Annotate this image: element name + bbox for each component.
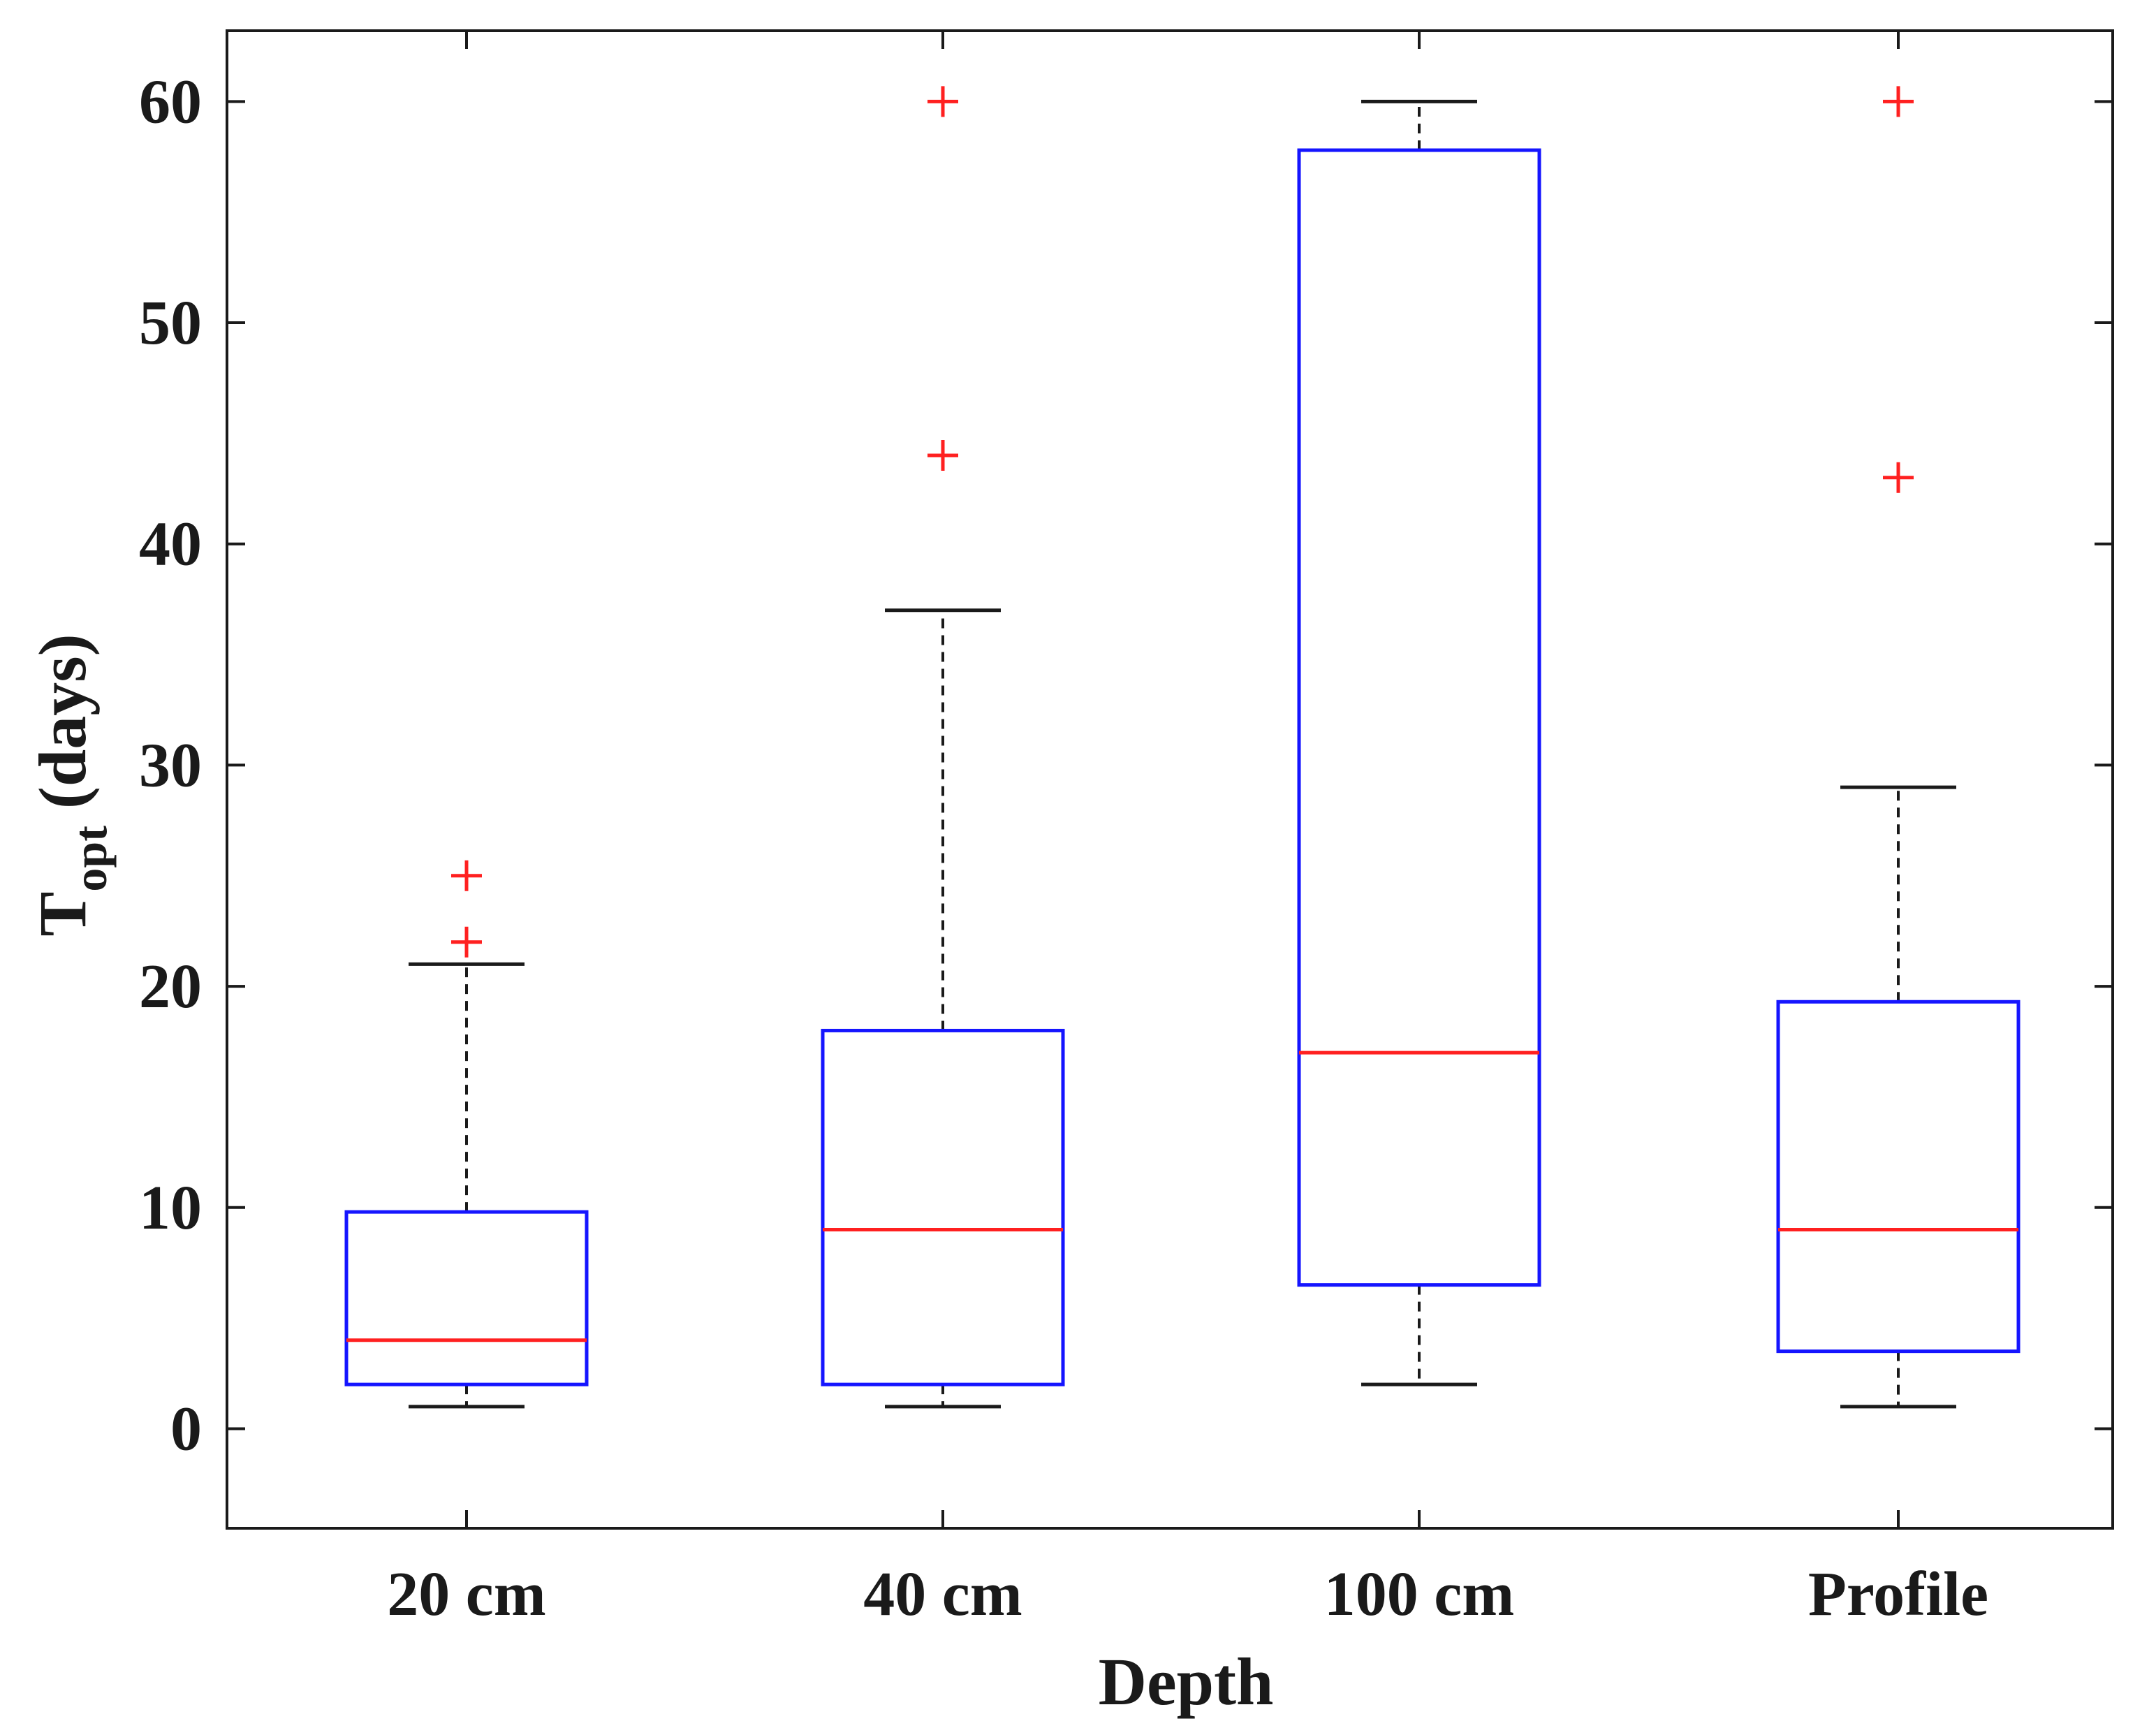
x-tick-label: 20 cm [387, 1560, 545, 1629]
outlier-marker [1883, 462, 1914, 493]
x-tick-label: 40 cm [863, 1560, 1022, 1629]
x-tick-label: Profile [1808, 1560, 1988, 1629]
iqr-box [821, 1028, 1065, 1386]
iqr-box [344, 1210, 589, 1386]
axes-layer: 0 10 20 30 40 50 60 20 cm 40 cm 100 cm Profile [139, 29, 2114, 1629]
y-tick-label: 30 [139, 731, 202, 800]
outlier-marker [451, 860, 482, 891]
y-axis-title-subscript: opt [64, 826, 117, 892]
plot-frame [226, 29, 2114, 1530]
outlier-marker [1883, 86, 1914, 117]
box-group-2 [1297, 99, 1541, 1386]
y-tick-label: 60 [139, 67, 202, 136]
box-group-3 [1776, 86, 2021, 1409]
y-axis-title-rest: (days) [25, 634, 100, 826]
outlier-marker [927, 86, 958, 117]
box-group-0 [344, 860, 589, 1409]
x-tick-label: 100 cm [1324, 1560, 1514, 1629]
outlier-marker [927, 440, 958, 471]
y-tick-label: 10 [139, 1173, 202, 1243]
y-tick-label: 50 [139, 288, 202, 358]
plot-content [344, 86, 2021, 1409]
iqr-box [1776, 1000, 2021, 1354]
iqr-box [1297, 148, 1541, 1287]
x-axis-title: Depth [1099, 1644, 1274, 1719]
outlier-marker [451, 926, 482, 958]
y-tick-label: 0 [170, 1394, 202, 1463]
box-group-1 [821, 86, 1065, 1409]
y-tick-label: 40 [139, 510, 202, 579]
y-tick-label: 20 [139, 952, 202, 1021]
y-axis-title-main: T [25, 892, 100, 937]
y-axis-title: Topt (days) [25, 634, 117, 936]
